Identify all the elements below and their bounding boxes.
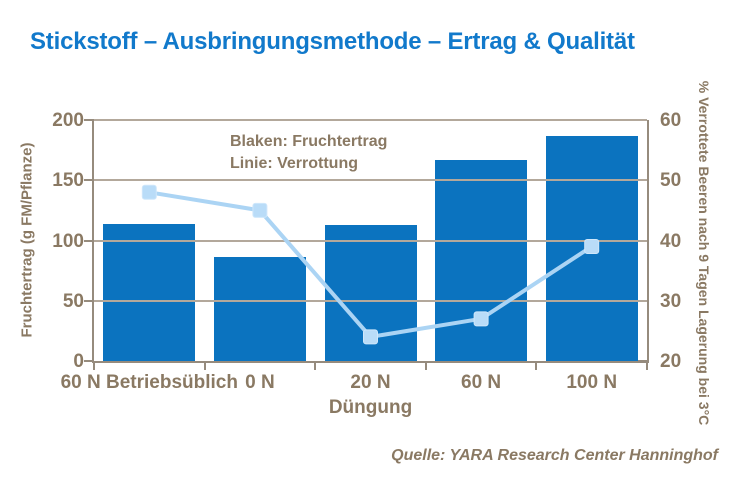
y-axis-tick-right [637,360,647,362]
line-marker [141,184,157,200]
gridline-100 [94,239,647,242]
y-axis-tick-left [84,360,94,362]
y-axis-tick-left [84,119,94,121]
y-axis-label-right: 20 [660,351,682,372]
x-axis-tick [535,361,538,370]
verrottung-line [148,190,593,339]
bar-0 N [213,257,306,361]
legend-bars-label: Blaken: Fruchtertrag [230,133,388,150]
x-axis-tick [646,361,648,370]
y-axis-label-left: 150 [52,170,84,192]
line-marker [363,329,378,345]
y-axis-tick-left [84,179,94,182]
line-marker [252,202,268,218]
legend-line-label: Linie: Verrottung [230,155,358,172]
x-axis-tick [93,361,95,370]
x-axis-label: 60 N Betriebsüblich [60,372,238,393]
legend-annotation: Blaken: Fruchtertrag Linie: Verrottung [230,131,387,175]
x-axis-label: 100 N [566,372,618,393]
line-marker [584,239,600,255]
bar-60 N Betriebsüblich [103,223,196,361]
x-axis-tick [424,361,427,370]
x-axis-tick [314,361,317,370]
source-credit: Quelle: YARA Research Center Hanninghof [391,447,718,464]
y-axis-label-left: 200 [52,110,84,131]
y-axis-label-right: 30 [660,290,682,312]
x-axis-label: 60 N [461,372,502,393]
gridline-50 [94,299,647,302]
x-axis-label: 0 N [245,372,275,393]
y-axis-title-right: % Verrottete Beeren nach 9 Tagen Lagerun… [696,80,712,426]
y-axis-label-right: 60 [660,110,682,131]
y-axis-label-left: 100 [52,230,84,252]
gridline-150 [94,179,647,182]
plot-area: 100 N 60 N 20 N 0 N 60 N Betriebsüblich 60 50 4… [52,111,681,418]
y-axis-tick-left [84,239,94,242]
line-marker [473,311,489,327]
bar-60 N [435,159,528,361]
x-axis-title: Düngung [328,397,413,418]
gridline-200 [94,119,647,121]
x-axis-tick [203,361,206,370]
y-axis-tick-left [84,299,94,302]
y-axis-label-right: 50 [660,170,682,192]
y-axis-label-left: 50 [62,290,84,312]
bars-layer [94,120,647,361]
line-series [141,184,600,345]
y-axis-label-right: 40 [660,230,682,252]
chart-title: Stickstoff – Ausbringungsmethode – Ertra… [30,28,635,55]
y-axis-label-left: 0 [73,351,84,372]
x-axis-label: 20 N [350,372,391,393]
